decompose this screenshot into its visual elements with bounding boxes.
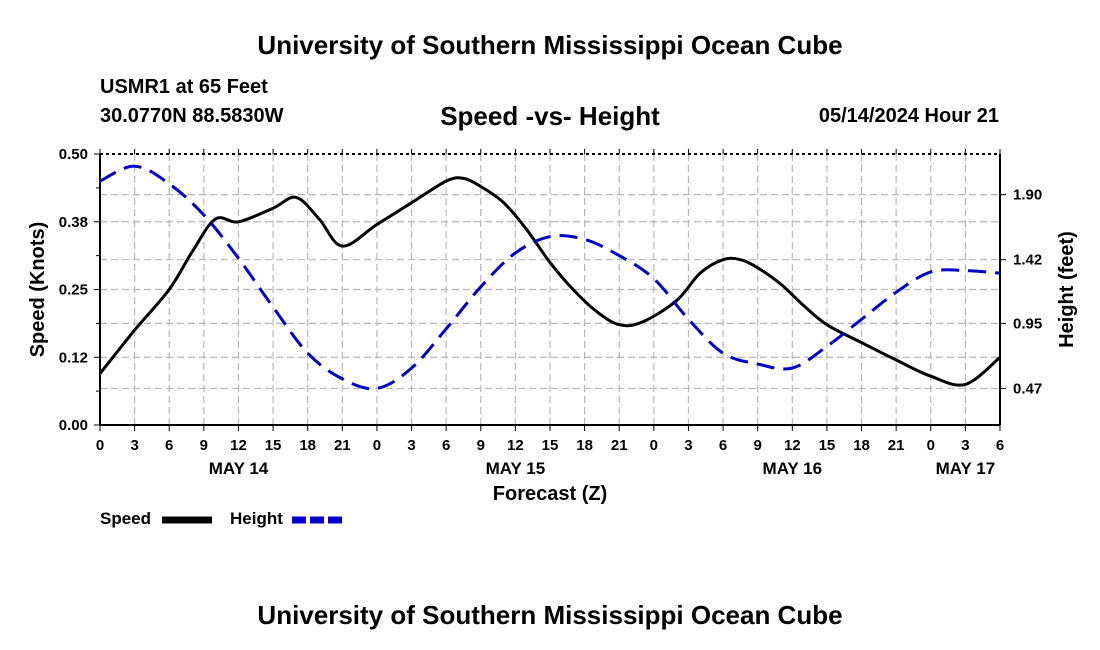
x-day-label: MAY 14 <box>209 459 269 478</box>
x-tick-label: 9 <box>200 437 208 454</box>
x-tick-label: 18 <box>299 437 316 454</box>
station-label: USMR1 at 65 Feet <box>100 76 268 98</box>
page-title: University of Southern Mississippi Ocean… <box>257 30 843 60</box>
y-axis-label: Speed (Knots) <box>27 222 49 358</box>
x-tick-label: 21 <box>334 437 351 454</box>
x-tick-label: 6 <box>996 437 1004 454</box>
x-tick-label: 0 <box>927 437 935 454</box>
x-tick-label: 12 <box>230 437 247 454</box>
x-tick-label: 6 <box>165 437 173 454</box>
grid-lines <box>100 154 1000 425</box>
x-tick-label: 15 <box>819 437 836 454</box>
x-tick-label: 0 <box>373 437 381 454</box>
y2-tick-label: 0.95 <box>1013 315 1042 332</box>
axes <box>94 149 1006 431</box>
x-day-label: MAY 17 <box>936 459 996 478</box>
series-line-height <box>99 164 1001 391</box>
x-tick-label: 6 <box>442 437 450 454</box>
x-tick-label: 9 <box>477 437 485 454</box>
axis-labels: 0 3 6 9 12 15 18 21 0 3 6 9 12 15 18 21 0 3 6 9 12 15 18 21 0 3 6 0… <box>27 146 1078 505</box>
x-tick-label: 18 <box>853 437 870 454</box>
x-tick-label: 12 <box>507 437 524 454</box>
y2-tick-label: 0.47 <box>1013 380 1042 397</box>
x-tick-label: 12 <box>784 437 801 454</box>
x-tick-label: 0 <box>650 437 658 454</box>
x-tick-label: 15 <box>265 437 282 454</box>
x-tick-label: 3 <box>684 437 692 454</box>
x-tick-label: 6 <box>719 437 727 454</box>
footer-title: University of Southern Mississippi Ocean… <box>257 600 843 630</box>
x-tick-label: 21 <box>611 437 628 454</box>
x-tick-label: 3 <box>407 437 415 454</box>
y2-axis-label: Height (feet) <box>1056 231 1078 348</box>
x-tick-label: 0 <box>96 437 104 454</box>
series-lines <box>98 164 1001 391</box>
x-axis-label: Forecast (Z) <box>493 483 607 505</box>
legend-height-label: Height <box>230 509 283 528</box>
legend-speed-label: Speed <box>100 509 152 528</box>
x-tick-label: 18 <box>576 437 593 454</box>
x-day-label: MAY 16 <box>763 459 823 478</box>
x-tick-label: 9 <box>754 437 762 454</box>
x-tick-label: 21 <box>888 437 905 454</box>
series-line-speed <box>98 176 1001 387</box>
y-tick-label: 0.00 <box>59 417 88 434</box>
y2-tick-label: 1.90 <box>1013 187 1042 204</box>
y-tick-label: 0.12 <box>59 349 88 366</box>
chart-subtitle: Speed -vs- Height <box>440 101 660 131</box>
station-coordinates: 30.0770N 88.5830W <box>100 105 284 127</box>
forecast-datetime: 05/14/2024 Hour 21 <box>818 105 999 127</box>
x-day-label: MAY 15 <box>486 459 546 478</box>
y-tick-label: 0.50 <box>59 146 88 163</box>
y-tick-label: 0.25 <box>59 282 88 299</box>
speed-height-chart: 0 3 6 9 12 15 18 21 0 3 6 9 12 15 18 21 0 3 6 9 12 15 18 21 0 3 6 0… <box>27 146 1078 524</box>
y-tick-label: 0.38 <box>59 214 88 231</box>
y2-tick-label: 1.42 <box>1013 252 1042 269</box>
x-tick-label: 3 <box>961 437 969 454</box>
x-tick-label: 3 <box>130 437 138 454</box>
x-tick-label: 15 <box>542 437 559 454</box>
